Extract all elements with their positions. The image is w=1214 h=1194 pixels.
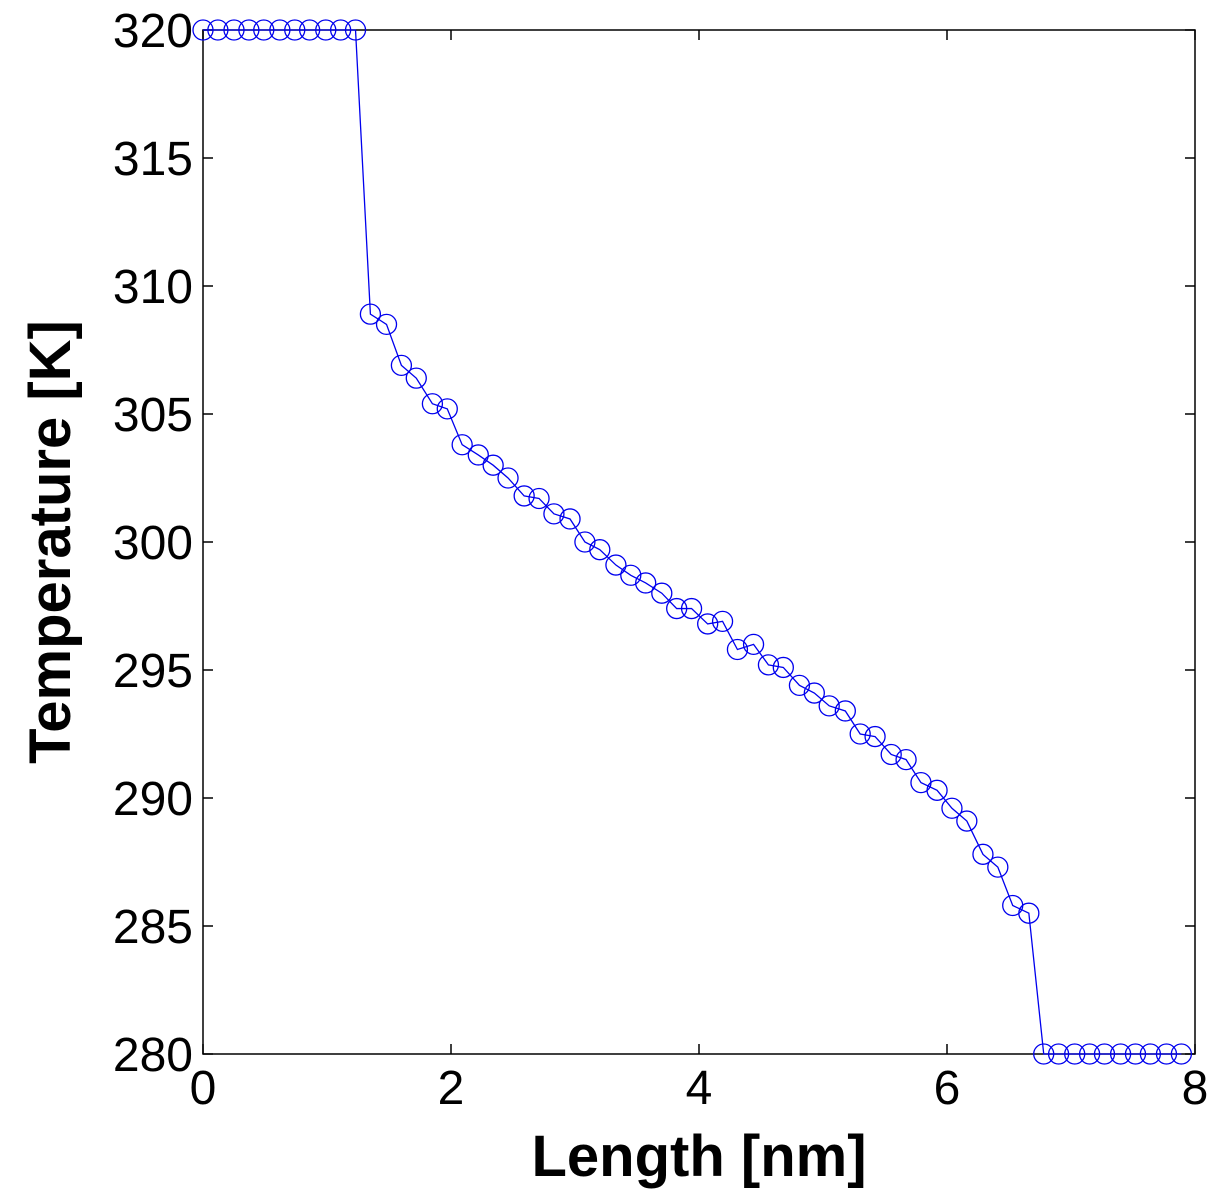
data-point: [726, 638, 749, 661]
data-point: [497, 467, 519, 489]
data-point: [559, 508, 581, 530]
data-point: [680, 597, 703, 620]
y-tick-label: 295: [113, 645, 193, 698]
data-point: [972, 843, 994, 865]
data-point: [818, 695, 840, 717]
data-point: [1047, 1043, 1070, 1065]
series-layer: [192, 19, 1193, 1065]
data-point: [1170, 1043, 1193, 1065]
x-axis-label: Length [nm]: [531, 1124, 866, 1189]
data-point: [451, 434, 473, 456]
data-point: [315, 19, 337, 41]
tick-labels: 0 2 4 6 8 280 285 290 295 300 305 310 315 320: [113, 5, 1208, 1115]
y-tick-label: 290: [113, 773, 193, 826]
x-tick-label: 0: [190, 1062, 217, 1115]
data-point: [405, 367, 427, 389]
data-point: [895, 748, 917, 771]
data-point: [635, 572, 657, 594]
data-point: [1064, 1043, 1086, 1065]
data-point: [238, 19, 260, 41]
data-point: [834, 700, 856, 722]
y-tick-label: 305: [113, 389, 193, 442]
data-point: [359, 303, 382, 325]
data-point: [788, 674, 811, 697]
data-point: [543, 503, 565, 525]
data-point: [390, 354, 413, 377]
data-point: [482, 454, 504, 476]
data-point: [651, 582, 673, 604]
data-point: [987, 856, 1009, 878]
data-point: [1124, 1043, 1147, 1065]
series-line: [203, 29, 1182, 1055]
data-point: [1033, 1043, 1055, 1065]
x-tick-label: 6: [934, 1062, 961, 1115]
data-point: [421, 393, 444, 415]
data-point: [284, 19, 306, 41]
x-tick-label: 8: [1182, 1062, 1209, 1115]
data-point: [375, 313, 398, 336]
y-tick-label: 280: [113, 1029, 193, 1082]
data-point: [666, 597, 688, 620]
y-tick-label: 315: [113, 133, 193, 186]
plot-area: [202, 29, 1196, 1055]
data-point: [574, 531, 596, 553]
data-point: [467, 444, 489, 466]
x-tick-label: 4: [686, 1062, 713, 1115]
data-point: [757, 654, 780, 676]
data-point: [329, 19, 352, 41]
data-point: [880, 743, 902, 766]
data-point: [436, 398, 458, 420]
data-point: [1078, 1043, 1101, 1065]
data-point: [803, 682, 825, 704]
y-tick-label: 310: [113, 261, 193, 314]
data-point: [269, 19, 291, 41]
data-point: [711, 610, 734, 633]
data-point: [298, 19, 321, 41]
data-point: [589, 539, 611, 561]
data-point: [697, 613, 719, 635]
axis-ticks: [202, 29, 1196, 1055]
data-point: [742, 633, 765, 656]
data-point: [344, 19, 367, 41]
data-point: [941, 797, 963, 819]
data-point: [253, 19, 275, 41]
data-point: [1093, 1043, 1116, 1065]
data-point: [620, 564, 642, 586]
data-point: [223, 19, 245, 41]
data-point: [1018, 902, 1040, 924]
data-point: [1155, 1043, 1178, 1065]
data-point: [513, 485, 535, 507]
data-point: [605, 554, 627, 576]
data-point: [926, 779, 948, 801]
data-point: [772, 656, 794, 679]
y-tick-label: 320: [113, 5, 193, 58]
data-point: [528, 487, 550, 510]
y-axis-label: Temperature [K]: [18, 320, 83, 764]
data-point: [192, 19, 214, 41]
data-point: [207, 19, 229, 41]
data-point: [956, 810, 978, 832]
y-tick-label: 285: [113, 901, 193, 954]
data-point: [849, 723, 871, 745]
data-point: [1109, 1043, 1132, 1065]
data-point: [864, 725, 886, 748]
x-tick-label: 2: [438, 1062, 465, 1115]
data-point: [1139, 1043, 1162, 1065]
y-tick-label: 300: [113, 517, 193, 570]
